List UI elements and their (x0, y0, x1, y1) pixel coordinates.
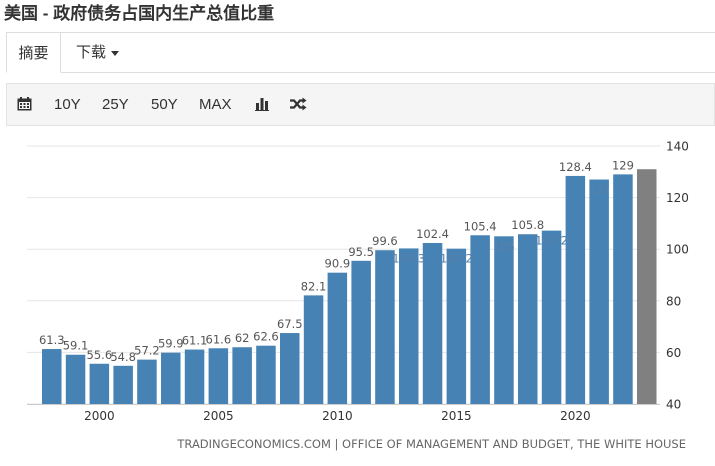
data-bar[interactable] (184, 349, 205, 404)
tab-download[interactable]: 下载 (76, 32, 120, 73)
data-bar[interactable] (446, 248, 467, 404)
data-label: 57.2 (134, 344, 160, 358)
page-title: 美国 - 政府债务占国内生产总值比重 (4, 4, 275, 23)
range-50y-button[interactable]: 50Y (151, 96, 178, 113)
chart-area: 61.3 59.1 55.6 54.8 57.2 59.9 61.1 61.6 62 62.6 67… (0, 126, 715, 461)
y-tick-label: 40 (666, 398, 681, 412)
data-label: 55.6 (87, 348, 113, 362)
data-label: 107.2 (535, 234, 568, 248)
chevron-down-icon (111, 50, 120, 56)
x-tick-label: 2010 (322, 409, 353, 423)
data-bar[interactable] (399, 248, 419, 404)
data-bar[interactable] (613, 174, 633, 404)
chart-toolbar: 10Y 25Y 50Y MAX (6, 83, 715, 126)
range-25y-button[interactable]: 25Y (102, 96, 129, 113)
data-label: 128.4 (559, 160, 592, 174)
range-10y-button[interactable]: 10Y (54, 96, 81, 113)
data-bar[interactable] (65, 354, 86, 404)
data-bar[interactable] (42, 349, 62, 404)
calendar-icon[interactable] (17, 84, 32, 125)
x-tick-label: 2005 (203, 409, 234, 423)
data-bar[interactable] (470, 235, 490, 404)
data-bar[interactable] (541, 230, 562, 404)
data-label: 129 (612, 158, 634, 172)
data-bar[interactable] (89, 363, 110, 404)
data-bar[interactable] (303, 295, 324, 404)
data-label: 54.8 (110, 350, 136, 364)
data-label: 105.4 (464, 219, 497, 233)
y-tick-label: 120 (666, 191, 689, 205)
data-label: 90.9 (325, 257, 351, 271)
data-bar[interactable] (375, 250, 395, 404)
data-label: 100.3 (392, 251, 425, 265)
data-label: 102.4 (416, 227, 449, 241)
data-label: 59.1 (63, 339, 89, 353)
data-bar[interactable] (280, 333, 300, 404)
tab-download-label: 下载 (76, 44, 107, 61)
chart-source: TRADINGECONOMICS.COM | OFFICE OF MANAGEM… (176, 437, 686, 451)
y-tick-label: 60 (666, 346, 681, 360)
data-label: 61.3 (39, 333, 65, 347)
data-bar[interactable] (232, 347, 252, 404)
y-tick-label: 140 (666, 140, 689, 154)
data-label: 100.2 (440, 252, 473, 266)
data-label: 62 (235, 331, 250, 345)
data-bar[interactable] (351, 260, 371, 404)
data-bar[interactable] (137, 359, 157, 404)
data-label: 105 (493, 239, 515, 253)
data-bar[interactable] (518, 234, 538, 404)
data-label: 99.6 (372, 234, 398, 248)
y-tick-label: 80 (666, 294, 681, 308)
data-label: 61.1 (182, 334, 208, 348)
tab-bar: 摘要 下载 (6, 32, 715, 73)
debt-to-gdp-bar-chart: 61.359.155.654.857.259.961.161.6 62 62.667… (27, 140, 689, 451)
data-label: 62.6 (253, 330, 279, 344)
data-bar[interactable] (494, 236, 514, 404)
y-tick-label: 100 (666, 243, 689, 257)
data-bar[interactable] (327, 272, 348, 404)
data-label: 82.1 (301, 279, 327, 293)
x-tick-label: 2015 (441, 409, 472, 423)
data-label: 127 (588, 183, 610, 197)
data-bar[interactable] (113, 365, 133, 404)
range-max-button[interactable]: MAX (199, 96, 232, 113)
data-label: 59.9 (158, 337, 184, 351)
data-bar[interactable] (565, 175, 586, 404)
data-bar[interactable] (256, 345, 276, 404)
data-bar[interactable] (589, 179, 609, 404)
x-tick-label: 2020 (560, 409, 591, 423)
tab-summary[interactable]: 摘要 (6, 32, 61, 73)
data-bar[interactable] (208, 348, 229, 404)
forecast-bar[interactable] (637, 169, 657, 404)
data-label: 95.5 (348, 245, 374, 259)
shuffle-icon[interactable] (289, 84, 307, 125)
x-tick-label: 2000 (84, 409, 115, 423)
data-bar[interactable] (161, 352, 181, 404)
data-label: 105.8 (511, 218, 544, 232)
data-label: 67.5 (277, 317, 303, 331)
data-bar[interactable] (422, 243, 443, 404)
bar-chart-icon[interactable] (255, 84, 269, 125)
data-label: 61.6 (206, 332, 232, 346)
